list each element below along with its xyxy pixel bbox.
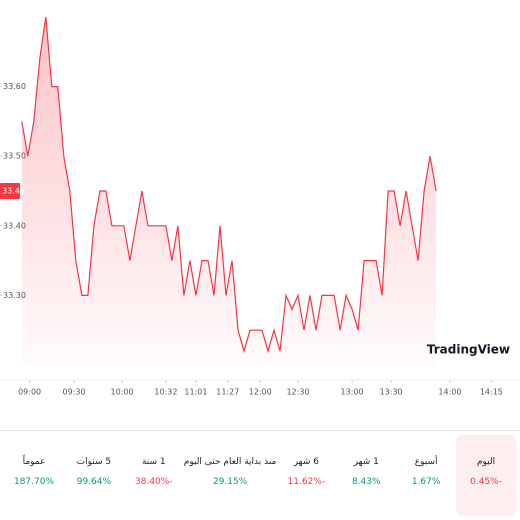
- y-tick-label: 33.40: [3, 221, 26, 230]
- last-value-label: 33.45: [2, 186, 25, 195]
- change-value: 38.40%-: [135, 477, 173, 487]
- change-value: 1.67%: [411, 477, 441, 487]
- period-label: 1 سنة: [141, 457, 166, 467]
- performance-cell[interactable]: أسبوع 1.67%: [396, 435, 456, 516]
- performance-cell[interactable]: 1 شهر 8.43%: [336, 435, 396, 516]
- line: [21, 16, 437, 354]
- change-value: 99.64%: [76, 477, 112, 487]
- period-label: 1 شهر: [353, 457, 379, 467]
- x-tick-label: 13:30: [380, 388, 403, 397]
- change-value: 0.45%-: [470, 477, 502, 487]
- x-tick-label: 10:00: [111, 388, 134, 397]
- x-tick-label: 14:00: [438, 388, 461, 397]
- x-tick-label: 09:00: [18, 388, 41, 397]
- period-label: منذ بداية العام حتى اليوم: [183, 457, 277, 467]
- x-tick-label: 09:30: [63, 388, 86, 397]
- period-label: 5 سنوات: [76, 457, 112, 467]
- period-label: عموماً: [22, 457, 46, 467]
- x-tick-label: 12:00: [249, 388, 272, 397]
- chart: TradingView 33.30 33.40 33.50 33.60 09:00 09:…: [0, 16, 520, 397]
- period-label: 6 شهر: [293, 457, 319, 467]
- x-tick-label: 11:01: [184, 388, 207, 397]
- x-tick-label: 14:15: [480, 388, 503, 397]
- x-tick-label: 12:30: [286, 388, 309, 397]
- x-tick-label: 10:32: [154, 388, 177, 397]
- area: [21, 17, 437, 365]
- last-value-box: [0, 182, 20, 199]
- performance-cell[interactable]: منذ بداية العام حتى اليوم 29.15%: [184, 435, 277, 516]
- y-tick-label: 33.50: [3, 152, 26, 161]
- performance-cell[interactable]: اليوم 0.45%-: [456, 435, 516, 516]
- performance-row: اليوم 0.45%- أسبوع 1.67% 1 شهر 8.43% 6 شهر 11.6…: [0, 430, 520, 520]
- performance-cell[interactable]: 1 سنة 38.40%-: [124, 435, 184, 516]
- change-value: 29.15%: [212, 477, 248, 487]
- change-value: 187.70%: [13, 477, 55, 487]
- x-tick-label: 13:00: [341, 388, 364, 397]
- y-tick-label: 33.60: [3, 82, 26, 91]
- change-value: 11.62%-: [287, 477, 326, 487]
- performance-cell[interactable]: 5 سنوات 99.64%: [64, 435, 124, 516]
- change-value: 8.43%: [351, 477, 381, 487]
- period-label: اليوم: [476, 457, 496, 467]
- period-label: أسبوع: [414, 457, 438, 467]
- performance-cell[interactable]: 6 شهر 11.62%-: [276, 435, 336, 516]
- branding: TradingView: [427, 343, 510, 357]
- y-tick-label: 33.30: [3, 291, 26, 300]
- performance-cell[interactable]: عموماً 187.70%: [4, 435, 64, 516]
- x-tick-label: 11:27: [216, 388, 239, 397]
